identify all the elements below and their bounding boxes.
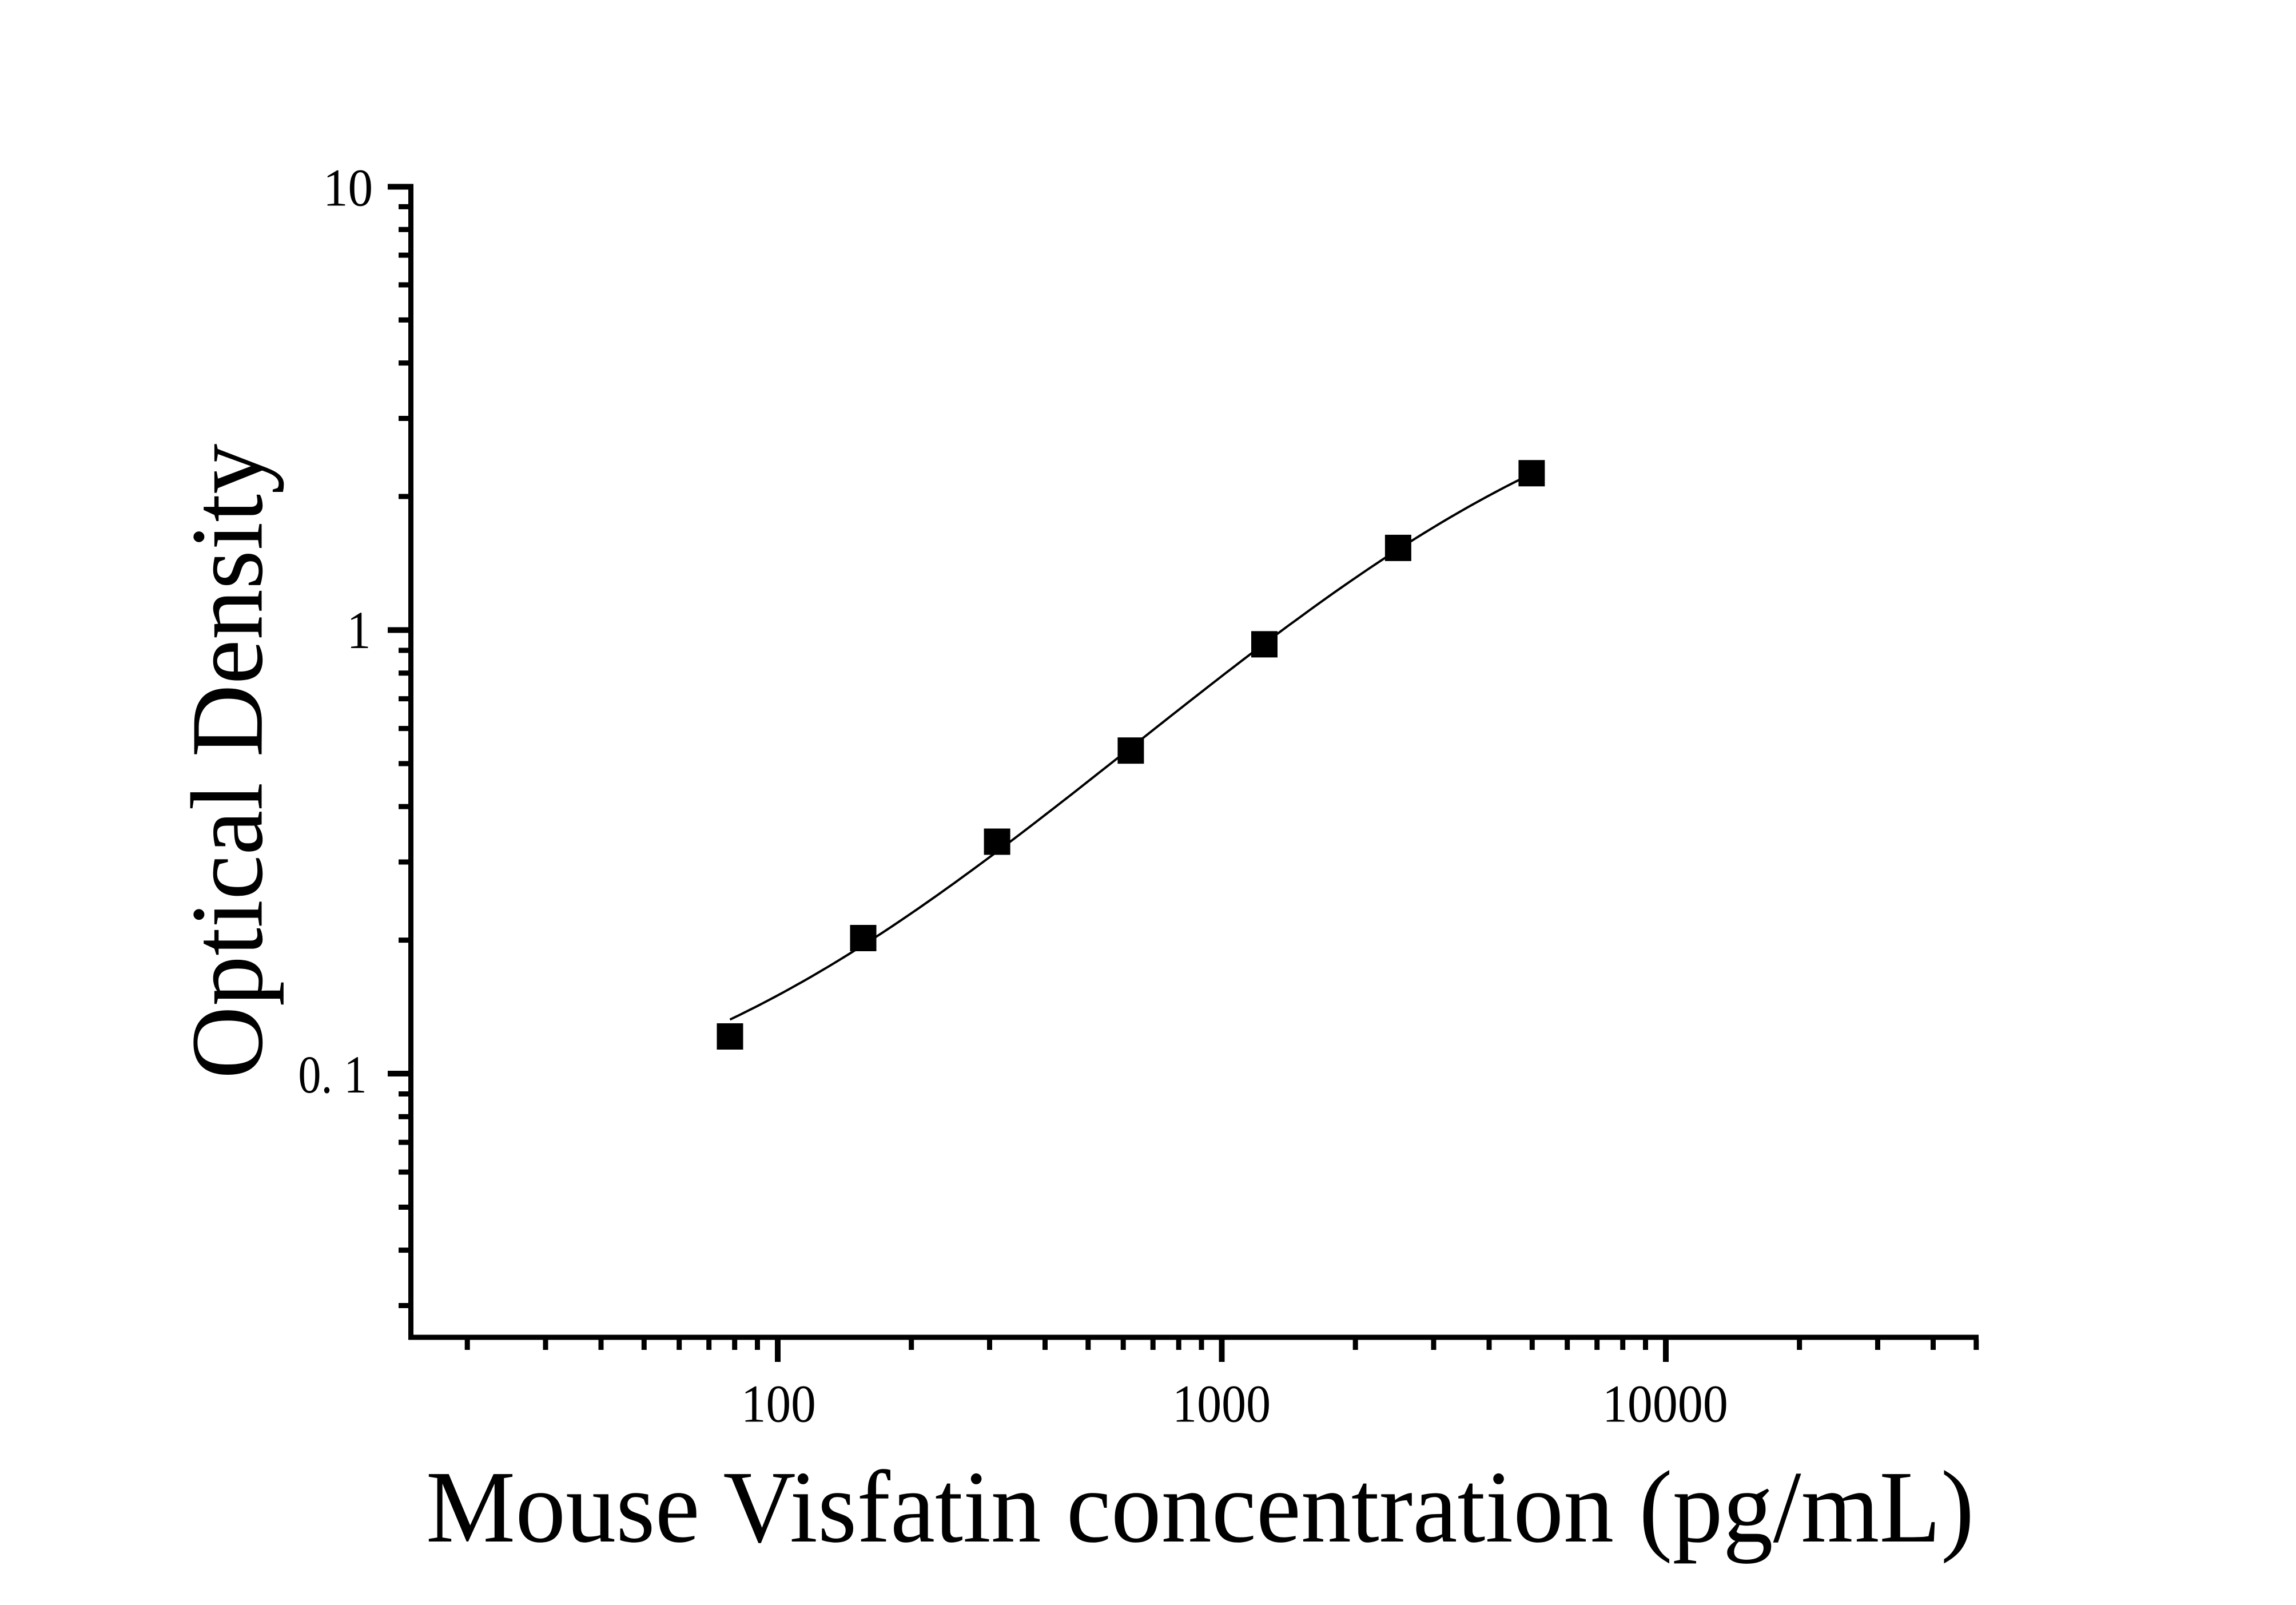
svg-text:1: 1 — [347, 601, 371, 660]
svg-text:1000: 1000 — [1172, 1374, 1271, 1433]
svg-text:Mouse Visfatin concentration (: Mouse Visfatin concentration (pg/mL) — [426, 1450, 1975, 1564]
svg-text:0. 1: 0. 1 — [298, 1046, 367, 1105]
svg-text:Optical Density: Optical Density — [170, 444, 284, 1079]
svg-text:100: 100 — [741, 1374, 816, 1433]
svg-text:10: 10 — [323, 159, 373, 217]
svg-text:10000: 10000 — [1602, 1374, 1728, 1433]
